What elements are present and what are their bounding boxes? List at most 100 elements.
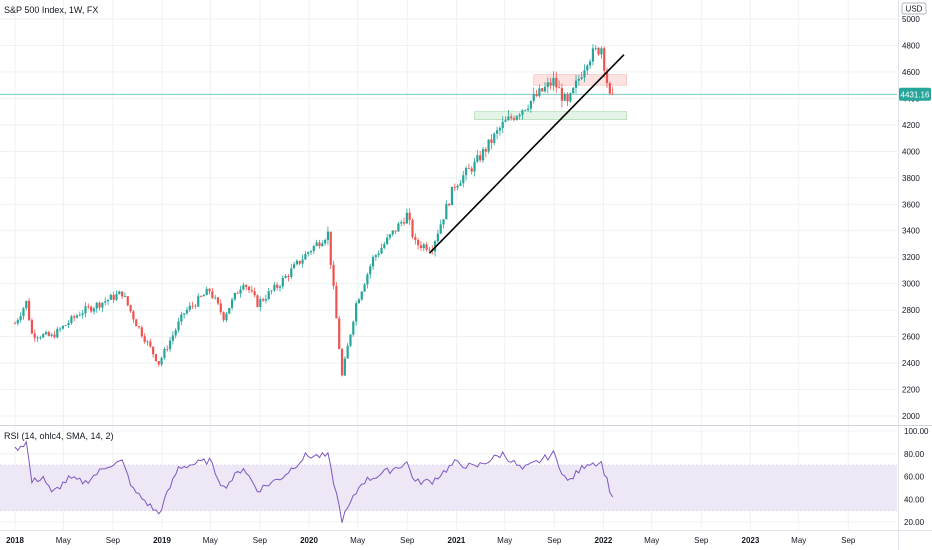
currency-label: USD: [906, 5, 923, 14]
candle-body: [208, 288, 211, 292]
candle-body: [216, 297, 220, 304]
candle-body: [152, 346, 155, 355]
price-axis[interactable]: 2000 2200 2400 2600 2800 3000 3200 3400 3600 3800…: [902, 15, 920, 421]
candle-body: [154, 354, 158, 362]
candle-body: [349, 334, 352, 346]
candle-body: [340, 349, 344, 376]
candle-body: [572, 87, 575, 94]
candle-body: [171, 335, 174, 341]
candle-body: [143, 336, 146, 342]
candle-body: [287, 275, 290, 278]
time-tick-label: 2018: [6, 536, 24, 545]
price-tick-label: 2400: [902, 359, 920, 368]
trendline[interactable]: [428, 54, 625, 254]
candle-body: [126, 296, 129, 306]
candle-body: [121, 291, 124, 297]
candle-body: [586, 65, 589, 71]
support-zone: [474, 111, 628, 120]
candle-body: [521, 110, 524, 115]
candle-body: [448, 203, 451, 206]
candle-body: [276, 284, 279, 288]
candle-body: [493, 133, 496, 143]
candle-body: [67, 322, 70, 326]
candle-body: [366, 274, 369, 285]
candle-body: [245, 285, 248, 287]
candle-body: [543, 86, 547, 92]
candle-body: [185, 309, 189, 314]
candle-body: [109, 294, 112, 300]
candle-body: [149, 341, 152, 347]
candle-body: [225, 313, 228, 321]
candle-body: [256, 295, 259, 307]
time-tick-label: 2023: [742, 536, 760, 545]
candle-body: [507, 116, 510, 121]
candle-body: [61, 325, 65, 329]
time-tick-label: Sep: [694, 536, 709, 545]
candle-body: [135, 319, 138, 327]
candle-body: [75, 315, 79, 318]
candle-body: [518, 114, 521, 117]
candle-body: [168, 340, 172, 350]
candle-body: [388, 234, 392, 238]
candle-body: [146, 341, 149, 343]
candle-body: [563, 94, 566, 101]
time-tick-label: Sep: [841, 536, 856, 545]
candle-body: [535, 94, 538, 97]
candle-body: [312, 245, 315, 252]
candle-body: [484, 149, 487, 152]
candle-body: [462, 175, 465, 184]
resistance-zone: [533, 74, 628, 86]
candle-body: [259, 299, 262, 307]
candle-body: [163, 348, 166, 358]
candle-body: [95, 302, 98, 309]
price-tick-label: 3800: [902, 174, 920, 183]
candle-body: [335, 286, 338, 319]
rsi-tick-label: 40.00: [904, 495, 925, 504]
candle-body: [295, 260, 299, 265]
candle-body: [481, 149, 485, 161]
price-tick-label: 2200: [902, 386, 920, 395]
candle-body: [422, 244, 425, 249]
candle-body: [112, 294, 115, 300]
candle-body: [132, 311, 135, 320]
candle-body: [608, 83, 611, 94]
price-tick-label: 3400: [902, 227, 920, 236]
candle-body: [236, 292, 239, 294]
candle-body: [495, 130, 499, 134]
candle-body: [408, 212, 411, 220]
candle-body: [326, 231, 330, 241]
candle-body: [180, 314, 183, 322]
time-axis[interactable]: 2018 May Sep 2019 May Sep 2020 May Sep 2021 May Sep…: [6, 536, 856, 545]
rsi-axis[interactable]: 20.00 40.00 60.00 80.00 100.00: [904, 427, 929, 527]
candle-body: [78, 314, 81, 316]
currency-box: [901, 2, 927, 15]
candle-body: [214, 297, 217, 299]
candle-body: [188, 305, 191, 310]
candle-body: [442, 219, 445, 225]
candle-body: [278, 286, 282, 288]
candle-body: [123, 296, 127, 298]
time-tick-label: 2020: [300, 536, 318, 545]
last-price-label: 4431.16: [901, 90, 930, 99]
time-tick-label: 2019: [153, 536, 171, 545]
candle-body: [453, 186, 456, 188]
candle-body: [391, 230, 394, 235]
candle-body: [329, 231, 332, 265]
candle-body: [211, 291, 214, 298]
candle-body: [400, 222, 403, 224]
time-tick-label: 2022: [595, 536, 613, 545]
candle-body: [304, 253, 307, 260]
candle-body: [332, 264, 335, 287]
candle-body: [603, 48, 606, 71]
candle-body: [560, 88, 564, 101]
price-tick-label: 4800: [902, 41, 920, 50]
candle-body: [30, 320, 34, 334]
candle-body: [101, 302, 104, 308]
candle-body: [352, 321, 355, 335]
candle-body: [414, 236, 417, 241]
candle-body: [346, 345, 349, 359]
candle-body: [247, 286, 251, 291]
candle-body: [284, 275, 287, 278]
candle-body: [230, 299, 234, 308]
